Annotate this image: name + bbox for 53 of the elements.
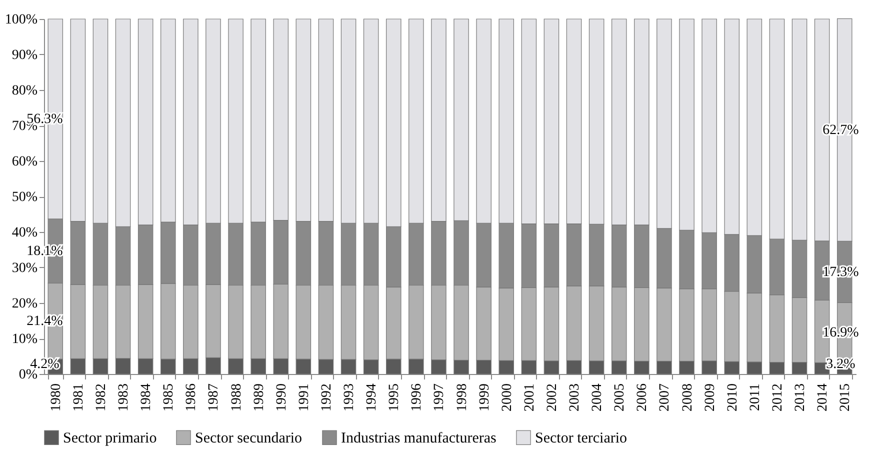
x-tick-label: 2006: [635, 384, 650, 412]
y-tick-label: 30%: [12, 261, 38, 276]
x-tick-label: 1997: [432, 384, 448, 412]
x-tick-label: 2015: [838, 384, 854, 412]
x-tick-label: 1998: [454, 384, 470, 412]
x-tick-label: 1988: [229, 384, 244, 412]
x-tick-label: 2000: [500, 384, 515, 412]
legend-label: Sector terciario: [535, 430, 628, 447]
x-tick-label: 1982: [94, 384, 109, 412]
y-tick-label: 60%: [12, 154, 38, 170]
x-tick-label: 1981: [71, 384, 86, 412]
data-label: 21.4%: [26, 314, 64, 330]
x-tick-label: 2013: [793, 384, 808, 412]
x-tick-label: 2003: [568, 384, 583, 412]
y-tick-label: 40%: [12, 226, 38, 240]
y-tick-label: 20%: [12, 296, 38, 312]
x-tick-label: 2011: [748, 384, 763, 411]
y-tick-label: 10%: [12, 332, 38, 347]
x-tick-label: 1983: [116, 384, 132, 412]
data-label: 62.7%: [822, 122, 860, 138]
x-tick-label: 1993: [342, 384, 358, 412]
x-tick-label: 2001: [522, 384, 538, 412]
x-tick-label: 1986: [184, 384, 200, 412]
x-tick-label: 1994: [364, 384, 380, 412]
x-tick-label: 2005: [612, 384, 628, 412]
x-tick-label: 1992: [319, 384, 334, 412]
x-tick-label: 2008: [680, 384, 696, 412]
x-tick-label: 2004: [590, 384, 606, 412]
x-tick-label: 1991: [296, 384, 312, 412]
data-label: 18.1%: [26, 244, 64, 259]
x-tick-label: 1984: [139, 384, 154, 412]
y-tick-label: 50%: [12, 190, 38, 205]
legend-label: Industrias manufactureras: [341, 430, 497, 447]
legend-label: Sector secundario: [195, 430, 302, 447]
x-tick-label: 1980: [48, 384, 64, 412]
legend-label: Sector primario: [63, 430, 157, 447]
x-tick-label: 2009: [702, 384, 718, 412]
x-tick-label: 1990: [274, 384, 290, 412]
y-tick-label: 90%: [12, 48, 38, 63]
x-tick-label: 1995: [387, 384, 402, 412]
y-tick-label: 80%: [12, 84, 38, 98]
x-tick-label: 1987: [206, 384, 222, 412]
y-tick-label: 100%: [4, 12, 38, 28]
x-tick-label: 2010: [725, 384, 740, 412]
x-tick-label: 1989: [252, 384, 267, 412]
x-tick-label: 1999: [477, 384, 492, 412]
x-tick-label: 2012: [770, 384, 786, 412]
x-tick-label: 2002: [544, 384, 560, 412]
x-tick-label: 2007: [658, 384, 673, 412]
x-tick-label: 2014: [816, 384, 831, 412]
x-tick-label: 1996: [410, 384, 425, 412]
data-label: 16.9%: [822, 326, 860, 341]
x-tick-label: 1985: [162, 384, 177, 412]
